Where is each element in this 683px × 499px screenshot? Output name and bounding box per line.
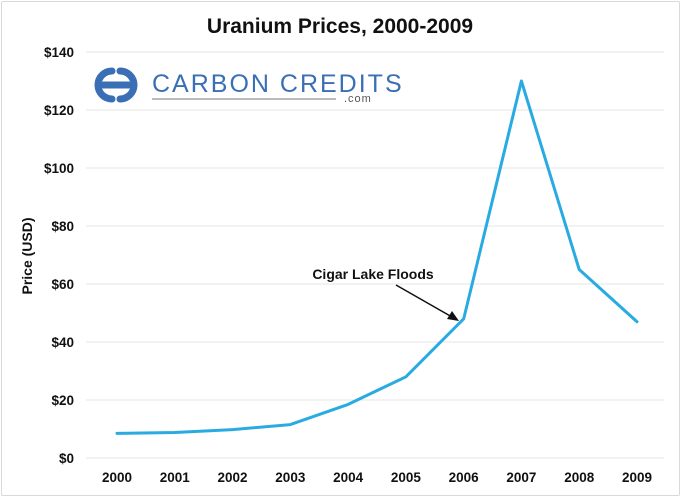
gridlines (86, 51, 664, 459)
x-tick-label: 2000 (102, 470, 132, 485)
chart-title: Uranium Prices, 2000-2009 (207, 15, 473, 38)
x-tick-label: 2001 (160, 470, 191, 485)
y-tick-label: $20 (51, 393, 74, 408)
x-tick-label: 2004 (333, 470, 364, 485)
annotation-arrow (395, 284, 453, 318)
y-tick-label: $60 (51, 277, 74, 292)
annotation-text: Cigar Lake Floods (312, 266, 434, 282)
x-tick-label: 2007 (506, 470, 536, 485)
series-line (115, 79, 639, 435)
x-tick-label: 2009 (622, 470, 652, 485)
x-tick-label: 2005 (391, 470, 422, 485)
x-tick-labels: 2000 2001 2002 2003 2004 2005 2006 2007 2008 2009 (102, 470, 652, 485)
y-tick-label: $0 (59, 451, 74, 466)
x-tick-label: 2003 (275, 470, 306, 485)
y-tick-label: $100 (44, 161, 74, 176)
x-tick-label: 2008 (564, 470, 595, 485)
y-tick-labels: $0 $20 $40 $60 $80 $100 $120 $140 (44, 45, 74, 466)
annotation-arrowhead (447, 311, 459, 321)
logo-subtext: .com (344, 93, 372, 105)
logo-link-icon (94, 67, 138, 103)
carbon-credits-logo: CARBON CREDITS .com (94, 67, 404, 105)
y-tick-label: $80 (51, 219, 74, 234)
y-axis-label: Price (USD) (19, 217, 35, 294)
annotation: Cigar Lake Floods (312, 266, 459, 321)
x-tick-label: 2002 (218, 470, 248, 485)
y-tick-label: $140 (44, 45, 74, 60)
logo-text: CARBON CREDITS (152, 70, 404, 98)
x-tick-label: 2006 (449, 470, 480, 485)
y-tick-label: $40 (51, 335, 74, 350)
y-tick-label: $120 (44, 103, 74, 118)
